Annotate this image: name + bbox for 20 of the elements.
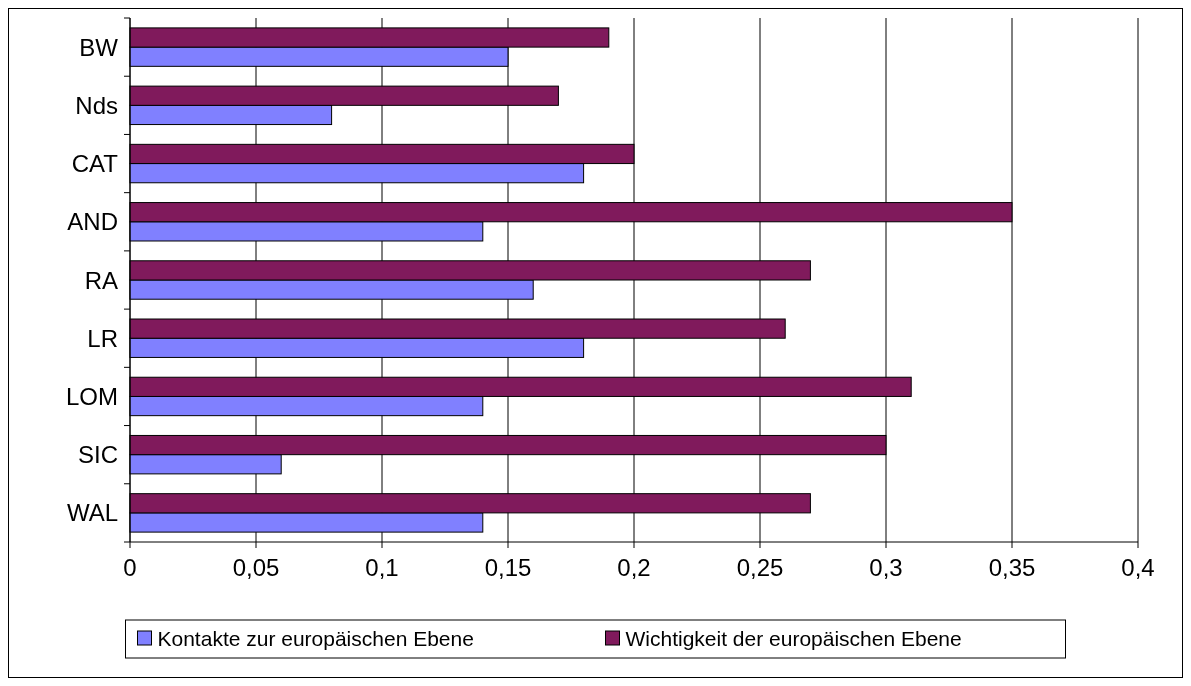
y-tick-label: CAT xyxy=(71,150,119,178)
x-tick-label: 0 xyxy=(123,554,137,581)
x-tick-label: 0,2 xyxy=(617,554,651,581)
x-tick-label: 0,05 xyxy=(232,554,280,581)
y-tick-label: Nds xyxy=(75,91,118,119)
y-tick-label: RA xyxy=(84,266,118,294)
x-tick-label: 0,1 xyxy=(365,554,399,581)
x-tick-label: 0,4 xyxy=(1121,554,1155,581)
y-tick-label: LOM xyxy=(65,382,118,410)
x-tick-label: 0,3 xyxy=(869,554,903,581)
x-tick-label: 0,25 xyxy=(736,554,784,581)
y-tick-label: WAL xyxy=(66,499,118,527)
y-tick-label: BW xyxy=(79,33,119,61)
y-tick-label: LR xyxy=(87,324,118,352)
y-tick-label: AND xyxy=(67,208,118,236)
legend-label: Wichtigkeit der europäischen Ebene xyxy=(625,626,962,650)
legend-label: Kontakte zur europäischen Ebene xyxy=(157,626,474,650)
x-tick-label: 0,35 xyxy=(988,554,1036,581)
x-tick-label: 0,15 xyxy=(484,554,532,581)
y-tick-label: SIC xyxy=(77,441,118,469)
